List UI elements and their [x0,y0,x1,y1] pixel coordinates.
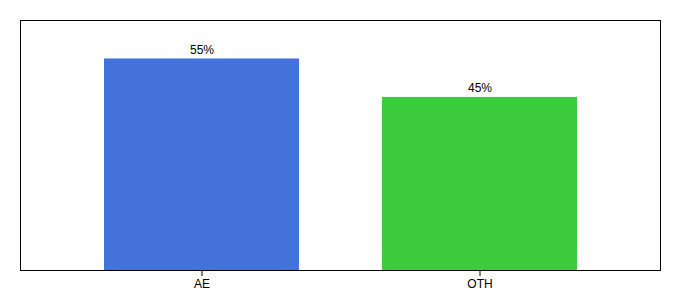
svg-text:45%: 45% [468,81,492,95]
svg-text:55%: 55% [190,43,214,57]
svg-text:OTH: OTH [467,277,492,291]
svg-text:AE: AE [194,277,210,291]
